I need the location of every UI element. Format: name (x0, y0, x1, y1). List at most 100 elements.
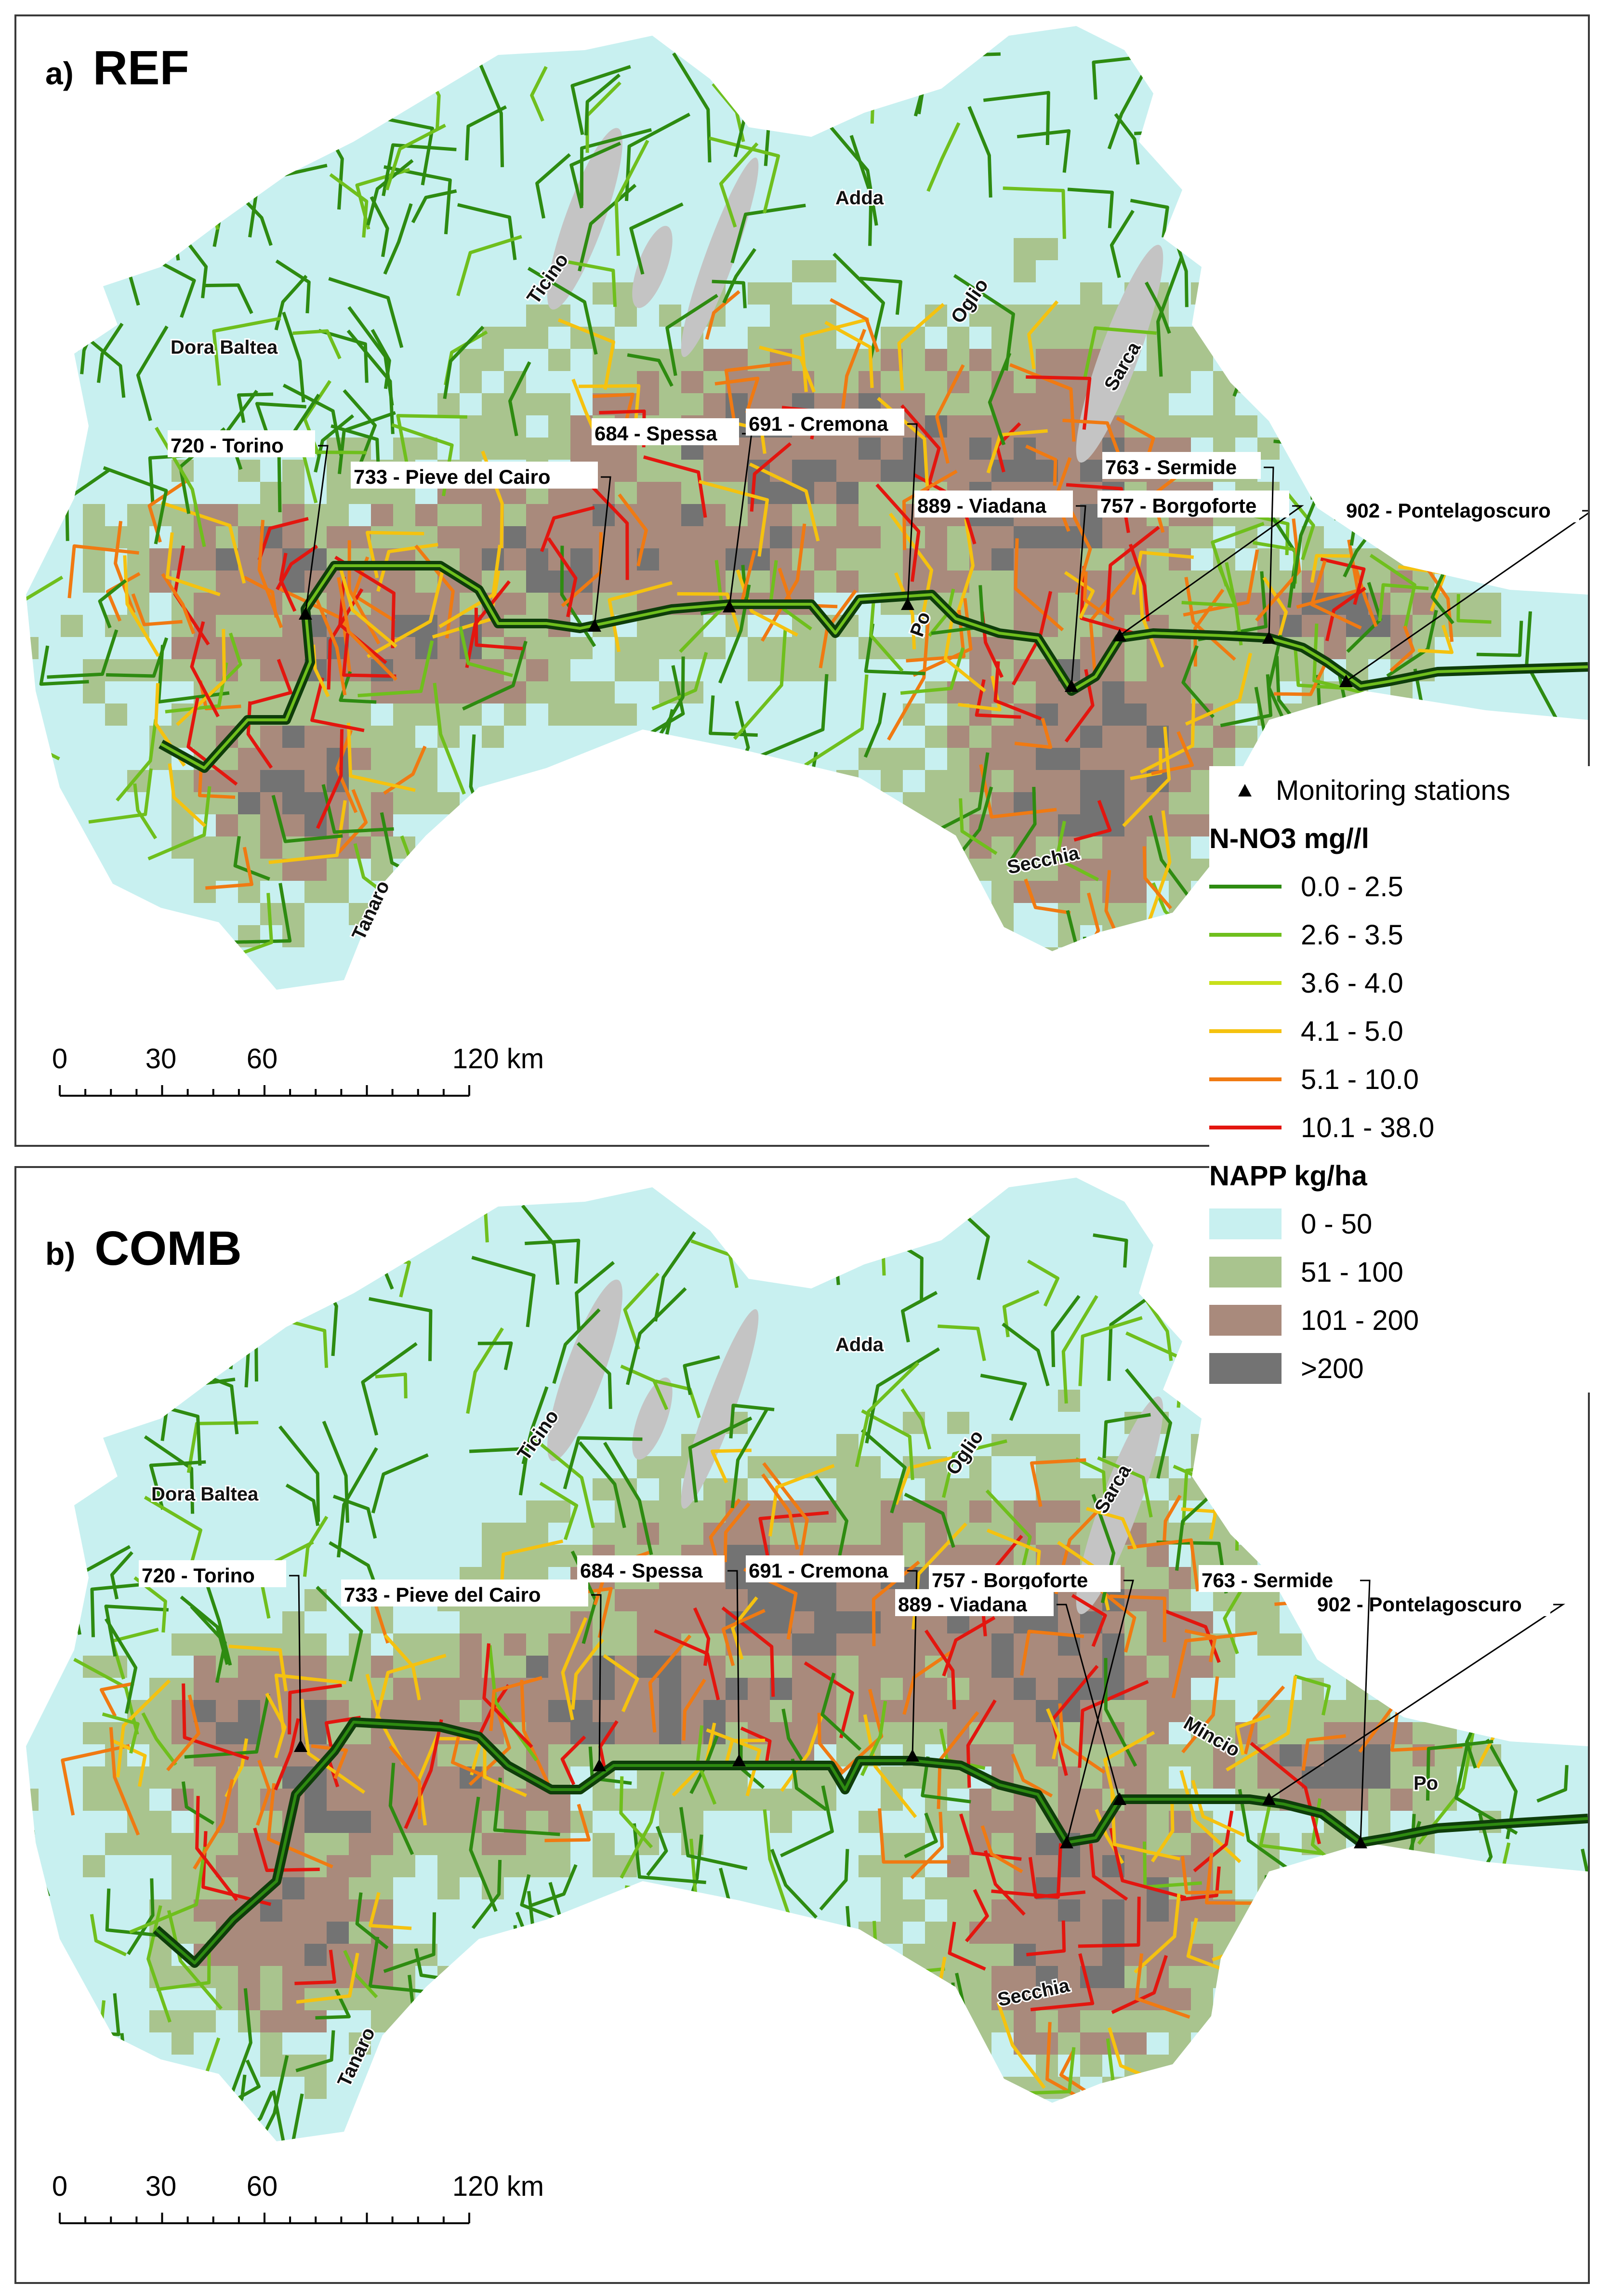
scale-tick: 30 (145, 2171, 177, 2202)
panel-name: REF (92, 41, 189, 95)
station-triangle-icon (1113, 1792, 1126, 1805)
lake (681, 1309, 759, 1509)
scale-tick: 120 km (452, 1043, 544, 1075)
station-triangle-icon (1262, 631, 1276, 644)
legend-nitrate-class: 10.1 - 38.0 (1209, 1103, 1604, 1152)
monitoring-station: 720 - Torino (139, 1560, 307, 1752)
station-label: 720 - Torino (142, 1564, 255, 1587)
scale-tick: 60 (246, 2171, 278, 2202)
river-label: Dora Baltea (171, 337, 278, 358)
monitoring-station: 733 - Pieve del Cairo (341, 1579, 606, 1771)
panel-label-ref: a) REF (45, 40, 189, 96)
legend-napp-class: >200 (1209, 1344, 1604, 1393)
station-triangle-icon (1113, 629, 1126, 641)
monitoring-station: 889 - Viadana (914, 491, 1086, 692)
legend-nitrate-title: N-NO3 mg//l (1209, 823, 1369, 854)
legend-class-label: >200 (1301, 1353, 1364, 1384)
triangle-icon (1238, 784, 1252, 796)
legend-stations: Monitoring stations (1209, 766, 1604, 814)
scale-bar-ruler (59, 2213, 470, 2224)
monitoring-station: 684 - Spessa (577, 1555, 746, 1766)
river-label: Dora Baltea (151, 1484, 259, 1505)
legend-class-label: 0.0 - 2.5 (1301, 871, 1403, 902)
station-triangle-icon (1339, 675, 1353, 687)
legend-napp-class: 51 - 100 (1209, 1248, 1604, 1296)
lake (1076, 245, 1163, 463)
station-triangle-icon (1065, 679, 1078, 692)
station-label: 763 - Sermide (1105, 456, 1237, 478)
lake (547, 1279, 623, 1461)
po-basin-map-comb: Dora BalteaTicinoAddaOglioSarcaTanaroSec… (26, 1178, 1588, 2141)
legend-nitrate-class: 4.1 - 5.0 (1209, 1007, 1604, 1055)
station-label: 889 - Viadana (898, 1593, 1027, 1616)
station-label: 902 - Pontelagoscuro (1346, 499, 1551, 522)
scale-bar-ruler (59, 1085, 470, 1097)
monitoring-station: 720 - Torino (168, 430, 329, 620)
station-triangle-icon (1060, 1836, 1073, 1848)
station-triangle-icon (588, 619, 601, 632)
station-triangle-icon (732, 1754, 746, 1766)
legend-line-swatch (1209, 1126, 1282, 1129)
legend-napp-title: NAPP kg/ha (1209, 1160, 1367, 1192)
legend-class-label: 101 - 200 (1301, 1304, 1419, 1336)
station-label: 763 - Sermide (1202, 1569, 1333, 1592)
lake (1076, 1396, 1163, 1614)
legend-napp-class: 0 - 50 (1209, 1200, 1604, 1248)
monitoring-station: 691 - Cremona (746, 1555, 919, 1762)
panel-letter: a) (45, 55, 74, 91)
monitoring-station: 691 - Cremona (746, 409, 918, 610)
river-label: Adda (835, 1334, 884, 1355)
station-label: 684 - Spessa (580, 1559, 703, 1582)
legend-line-swatch (1209, 1077, 1282, 1081)
monitoring-station: 757 - Borgoforte (1097, 491, 1304, 641)
po-basin-map-ref: Dora BalteaTicinoAddaOglioSarcaTanaroSec… (26, 26, 1588, 990)
legend-nitrate-class: 0.0 - 2.5 (1209, 863, 1604, 911)
station-label: 757 - Borgoforte (1100, 494, 1256, 517)
map-panel-ref: Dora Baltea Ticino Adda Oglio Sarca Tanaro Sec… (14, 14, 1590, 1147)
station-triangle-icon (906, 1749, 919, 1762)
lake (547, 128, 623, 310)
scale-tick: 30 (145, 1043, 177, 1075)
legend-area-swatch (1209, 1353, 1282, 1384)
legend-line-swatch (1209, 1029, 1282, 1033)
station-label: 684 - Spessa (595, 422, 717, 445)
po-river-core (155, 1721, 1588, 1964)
legend-class-label: 4.1 - 5.0 (1301, 1015, 1403, 1047)
monitoring-station: 902 - Pontelagoscuro (1339, 495, 1588, 687)
river-label: Po (1414, 1773, 1438, 1794)
station-label: 733 - Pieve del Cairo (354, 465, 551, 488)
monitoring-station: 733 - Pieve del Cairo (351, 462, 611, 632)
legend-nitrate-class: 2.6 - 3.5 (1209, 911, 1604, 959)
scale-tick: 120 km (452, 2171, 544, 2202)
map-panel-comb: Dora Baltea Ticino Adda Oglio Sarca Tanaro Sec… (14, 1166, 1590, 2284)
station-triangle-icon (294, 1739, 307, 1752)
legend-class-label: 10.1 - 38.0 (1301, 1112, 1435, 1143)
station-triangle-icon (1354, 1836, 1367, 1848)
panel-label-comb: b) COMB (45, 1221, 242, 1276)
monitoring-station: 684 - Spessa (592, 418, 753, 612)
scale-tick: 0 (52, 1043, 68, 1075)
panel-letter: b) (45, 1236, 76, 1272)
scale-bar: 0 30 60 120 km (52, 2170, 544, 2238)
station-label: 733 - Pieve del Cairo (344, 1583, 541, 1606)
station-triangle-icon (723, 600, 736, 612)
legend-class-label: 5.1 - 10.0 (1301, 1063, 1419, 1095)
legend-nitrate-class: 3.6 - 4.0 (1209, 959, 1604, 1007)
scale-tick: 0 (52, 2171, 68, 2202)
legend-line-swatch (1209, 981, 1282, 985)
station-triangle-icon (901, 597, 914, 610)
legend-napp-class: 101 - 200 (1209, 1296, 1604, 1344)
monitoring-station: 757 - Borgoforte (929, 1565, 1134, 1848)
station-label: 691 - Cremona (749, 412, 888, 435)
monitoring-station: 763 - Sermide (1102, 452, 1276, 644)
station-label: 720 - Torino (171, 434, 284, 457)
legend-area-swatch (1209, 1208, 1282, 1239)
legend-class-label: 0 - 50 (1301, 1208, 1373, 1240)
scale-tick: 60 (246, 1043, 278, 1075)
scale-bar: 0 30 60 120 km (52, 1043, 544, 1110)
map-legend: Monitoring stations N-NO3 mg//l 0.0 - 2.… (1209, 766, 1604, 1393)
legend-line-swatch (1209, 885, 1282, 889)
station-label: 889 - Viadana (917, 494, 1046, 517)
river-label: Adda (835, 187, 884, 209)
legend-class-label: 3.6 - 4.0 (1301, 967, 1403, 999)
